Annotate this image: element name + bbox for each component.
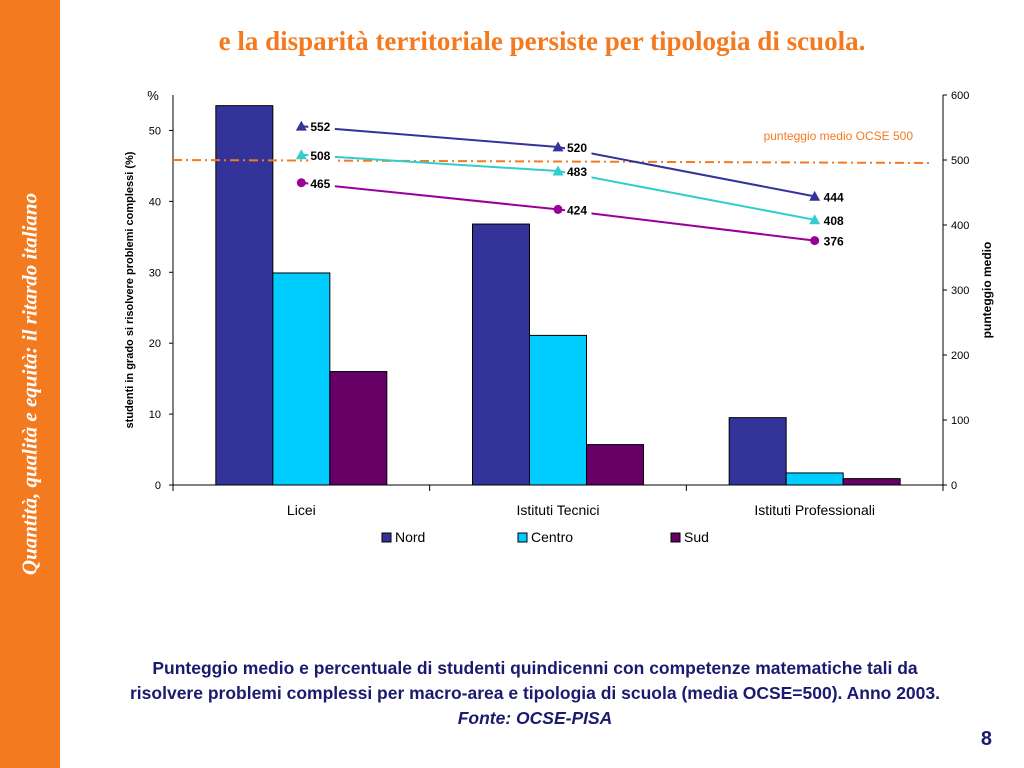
point-centro [552,165,564,176]
bar-nord [472,223,530,486]
bar-nord [215,105,274,486]
bar-centro [785,472,844,486]
point-centro [809,214,821,225]
data-label: 552 [310,120,330,134]
data-label: 424 [567,203,587,217]
caption-source: Fonte: OCSE-PISA [457,708,613,728]
y2-axis-title: punteggio medio [980,242,994,339]
data-label-background [821,189,849,205]
y2-tick-label: 0 [951,480,957,492]
bar-sud [842,478,901,486]
data-label-background [565,202,592,218]
bar-sud [329,371,388,486]
y2-tick-label: 500 [951,155,969,167]
data-label-background [308,147,335,163]
point-nord [295,120,307,131]
data-label-background [821,212,849,228]
y2-tick-label: 400 [951,220,969,232]
legend-swatch-nord [381,532,392,543]
chart: 0 10 20 30 40 50% 0 100 200 300 400 500 600 Licei Isti… [124,88,994,545]
data-label: 508 [310,149,330,163]
x-tick-label: Licei [287,502,316,518]
y-tick-label: 20 [149,338,161,350]
sidebar-title: Quantità, qualità e equità: il ritardo i… [17,192,42,576]
caption-text: Punteggio medio e percentuale di student… [130,658,940,703]
y-axis-title: studenti in grado si risolvere problemi … [124,151,136,428]
y-tick-label: 10 [149,409,161,421]
bar-centro [272,272,331,486]
ocse-reference-line [172,159,934,164]
slide-title: e la disparità territoriale persiste per… [218,26,866,56]
data-label: 444 [824,190,844,204]
bar-centro [529,334,587,486]
y2-tick-label: 200 [951,350,969,362]
bar-sud [586,444,644,486]
ocse-reference-label: punteggio medio OCSE 500 [764,129,914,143]
data-label-background [565,140,592,155]
data-label-background [308,175,335,191]
data-label: 465 [310,177,330,191]
y2-tick-label: 600 [951,90,969,102]
y-tick-label: 40 [149,196,161,208]
y-tick-label: 50 [149,125,161,137]
legend-label-nord: Nord [395,529,425,545]
bar-nord [728,417,787,486]
legend-swatch-sud [670,532,681,543]
x-tick-label: Istituti Tecnici [517,502,600,518]
data-label-background [821,233,849,249]
point-sud [553,204,563,214]
point-nord [552,141,564,152]
point-nord [809,190,821,201]
point-sud [296,178,306,188]
page-number: 8 [980,728,992,750]
y-tick-label: 0 [155,480,161,492]
y2-tick-label: 300 [951,285,969,297]
y2-tick-label: 100 [951,415,969,427]
x-tick-label: Istituti Professionali [754,502,875,518]
data-label-background [308,119,335,135]
point-centro [295,149,307,160]
y-tick-label: 30 [149,267,161,279]
sidebar: Quantità, qualità e equità: il ritardo i… [0,0,60,768]
data-label-background [565,164,592,180]
legend-swatch-centro [517,532,528,543]
data-label: 483 [567,165,587,179]
data-label: 408 [824,214,844,228]
legend-label-sud: Sud [684,529,709,545]
chart-caption: Punteggio medio e percentuale di student… [120,656,950,731]
y-unit-label: % [147,88,159,103]
legend-label-centro: Centro [531,529,573,545]
data-label: 376 [824,235,844,249]
data-label: 520 [567,141,587,155]
point-sud [810,236,820,246]
